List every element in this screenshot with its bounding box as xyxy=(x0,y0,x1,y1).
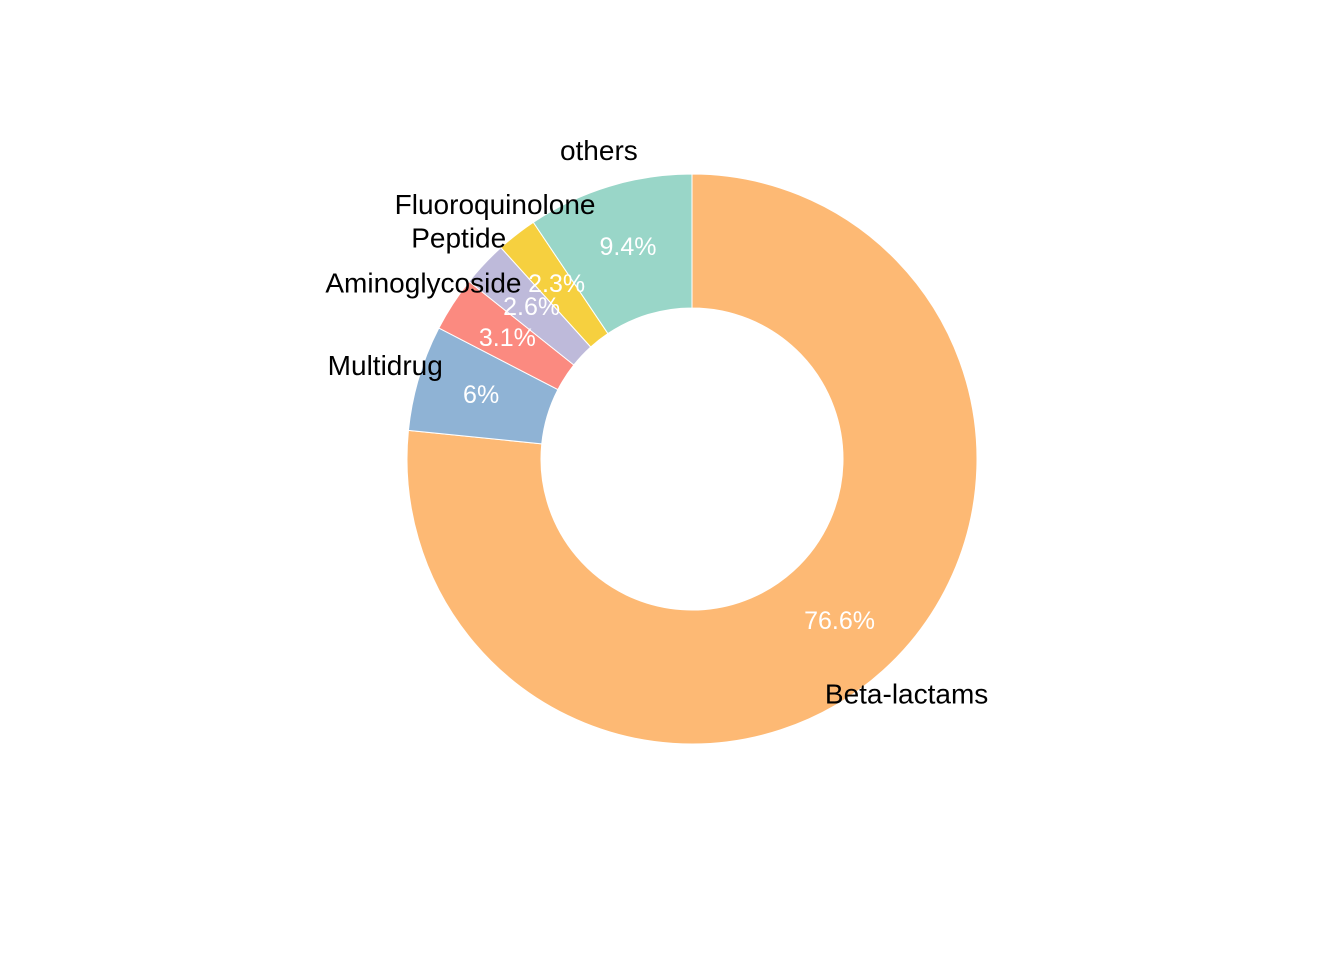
slices-group xyxy=(406,173,978,745)
percent-label-beta-lactams: 76.6% xyxy=(804,607,875,635)
category-label-beta-lactams: Beta-lactams xyxy=(825,679,988,710)
percent-label-multidrug: 6% xyxy=(463,381,499,409)
slice-others xyxy=(532,173,693,335)
category-label-fluoroquinolone: Fluoroquinolone xyxy=(395,189,596,220)
percent-label-others: 9.4% xyxy=(599,233,656,261)
category-label-multidrug: Multidrug xyxy=(328,350,443,381)
percent-label-aminoglycoside: 3.1% xyxy=(479,324,536,352)
category-labels-group: Beta-lactams Multidrug Aminoglycoside Pepti… xyxy=(325,135,988,710)
percent-labels-group: 76.6% 6% 3.1% 2.6%2.3% 9.4% xyxy=(463,233,875,635)
slice-beta-lactams xyxy=(406,173,978,745)
category-label-aminoglycoside: Aminoglycoside xyxy=(325,267,521,298)
percent-label-peptide: 2.6% xyxy=(503,293,560,321)
category-label-peptide: Peptide xyxy=(411,222,506,253)
percent-label-fluoroquinolone: 2.3% xyxy=(528,270,585,298)
category-label-others: others xyxy=(560,135,638,166)
